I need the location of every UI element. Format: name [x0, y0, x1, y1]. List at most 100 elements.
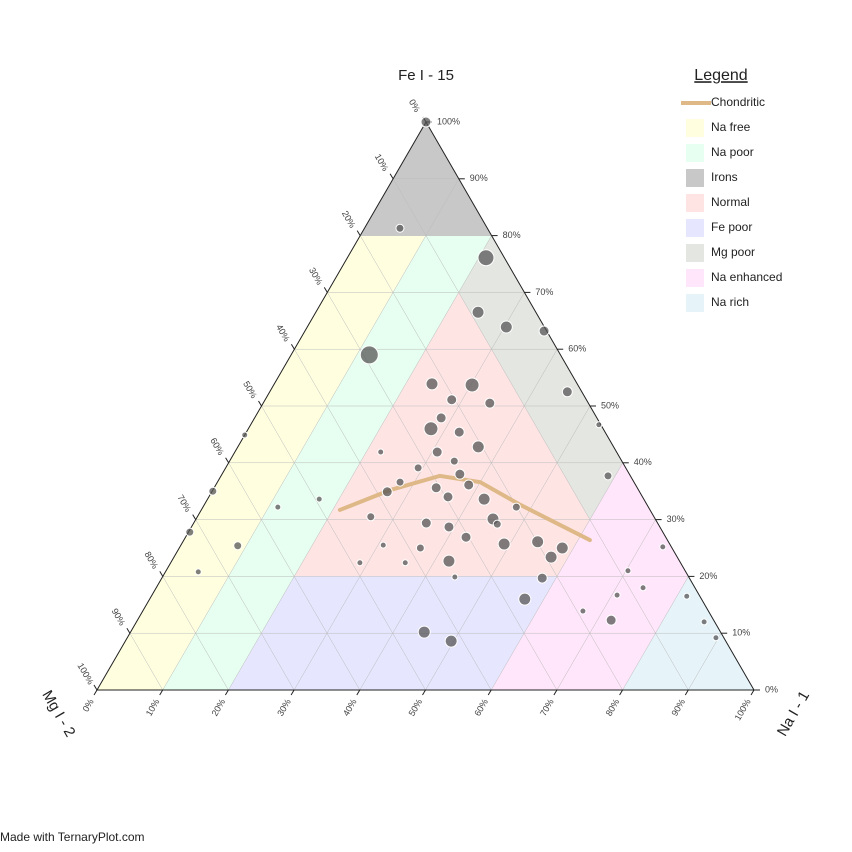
data-point	[442, 491, 454, 503]
grid-line	[622, 576, 689, 691]
grid-line	[392, 178, 689, 691]
na-tick-label: 50%	[407, 697, 425, 718]
mg-tick-label: 100%	[75, 661, 95, 686]
data-point	[464, 377, 480, 393]
na-tick-label: 100%	[733, 697, 753, 722]
na-tick-label: 30%	[275, 697, 293, 718]
data-point	[605, 614, 617, 626]
grid-line	[162, 576, 229, 691]
na-tick-label: 40%	[341, 697, 359, 718]
data-point	[451, 573, 459, 581]
mg-tick	[389, 173, 394, 180]
data-point	[379, 541, 387, 549]
legend-swatch	[686, 294, 704, 312]
mg-tick-label: 60%	[208, 436, 226, 457]
data-point	[639, 584, 647, 592]
data-point	[683, 592, 691, 600]
na-tick	[356, 689, 361, 696]
legend-swatch	[686, 144, 704, 162]
mg-tick	[356, 230, 361, 236]
legend-swatch	[686, 194, 704, 212]
legend-label: Na poor	[711, 145, 754, 159]
mg-tick-label: 20%	[340, 209, 358, 230]
grid-line	[688, 633, 722, 691]
data-point	[561, 386, 573, 398]
fe-tick-label: 10%	[732, 628, 750, 638]
data-point	[423, 421, 439, 437]
data-point	[536, 572, 548, 584]
data-point	[395, 223, 405, 233]
data-point	[446, 394, 458, 406]
data-point	[518, 592, 532, 606]
na-tick-label: 20%	[210, 697, 228, 718]
data-point	[185, 527, 195, 537]
mg-tick	[159, 571, 164, 577]
legend-title: Legend	[694, 67, 747, 84]
fe-tick-label: 100%	[437, 116, 460, 126]
data-point	[377, 448, 385, 456]
fe-tick-label: 80%	[503, 230, 521, 240]
data-point	[194, 568, 202, 576]
na-tick	[487, 689, 492, 696]
fe-tick-label: 0%	[765, 684, 778, 694]
mg-tick	[323, 287, 328, 293]
na-tick	[553, 689, 558, 696]
legend-label: Mg poor	[711, 245, 755, 259]
data-point	[454, 468, 466, 480]
data-point	[613, 591, 621, 599]
grid-line	[195, 519, 295, 691]
data-point	[463, 479, 475, 491]
fe-tick-label: 30%	[667, 514, 685, 524]
mg-tick-label: 40%	[274, 323, 292, 344]
na-tick	[684, 689, 689, 696]
legend-label: Irons	[711, 170, 738, 184]
data-point	[442, 554, 456, 568]
mg-tick	[225, 457, 230, 464]
mg-tick	[126, 627, 131, 634]
footer: Made with TernaryPlot.com	[0, 830, 145, 844]
data-point	[659, 543, 667, 551]
na-tick	[290, 689, 295, 696]
data-point	[477, 249, 495, 267]
na-tick-label: 80%	[604, 697, 622, 718]
na-tick	[750, 689, 755, 696]
data-point	[366, 512, 376, 522]
data-point	[420, 116, 432, 128]
mg-tick	[192, 514, 197, 520]
legend-label: Na free	[711, 120, 751, 134]
data-point	[233, 541, 243, 551]
na-tick-label: 0%	[81, 697, 96, 713]
data-point	[460, 531, 472, 543]
data-point	[417, 625, 431, 639]
mg-tick	[93, 684, 98, 691]
data-point	[492, 519, 502, 529]
marks	[185, 116, 720, 648]
data-point	[603, 471, 613, 481]
legend: Chondritic Na free Na poor Irons Normal Fe po…	[681, 95, 782, 312]
data-point	[430, 482, 442, 494]
mg-tick-label: 30%	[307, 266, 325, 287]
fe-tick-label: 60%	[568, 344, 586, 354]
na-tick	[422, 689, 426, 696]
data-point	[443, 521, 455, 533]
data-point	[413, 463, 423, 473]
top-axis-label: Fe I - 15	[398, 67, 454, 84]
data-point	[431, 446, 443, 458]
na-tick-label: 60%	[472, 697, 490, 718]
legend-swatch	[686, 269, 704, 287]
legend-label: Fe poor	[711, 220, 752, 234]
na-tick	[619, 689, 624, 696]
legend-swatch	[686, 169, 704, 187]
data-point	[241, 431, 249, 439]
data-point	[595, 421, 603, 429]
na-tick-label: 70%	[538, 697, 556, 718]
data-point	[356, 559, 364, 567]
fe-tick-label: 50%	[601, 400, 619, 410]
grid-line	[162, 178, 460, 691]
na-tick	[224, 689, 229, 696]
data-point	[511, 502, 521, 512]
data-point	[538, 325, 550, 337]
data-point	[359, 345, 379, 365]
data-point	[484, 397, 496, 409]
